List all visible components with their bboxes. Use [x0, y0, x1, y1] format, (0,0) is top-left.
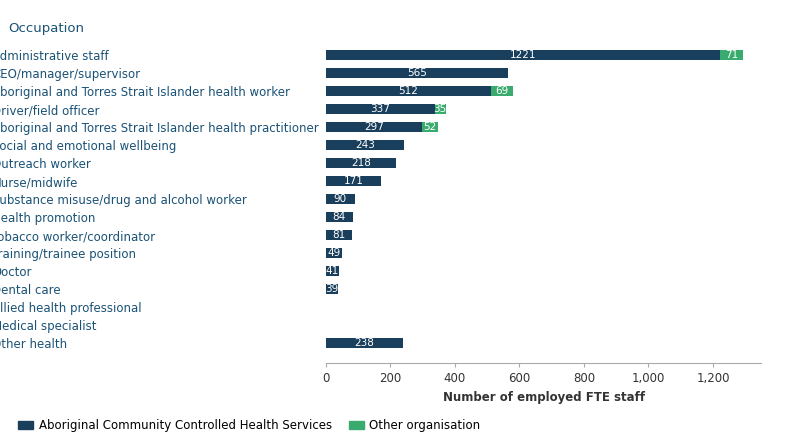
Text: 52: 52: [423, 122, 436, 132]
Text: 218: 218: [351, 158, 371, 168]
Bar: [326, 140, 404, 150]
X-axis label: Number of employed FTE staff: Number of employed FTE staff: [443, 391, 644, 404]
Text: 35: 35: [433, 104, 447, 114]
Bar: [326, 338, 403, 348]
Text: 90: 90: [334, 194, 347, 204]
Bar: [326, 230, 352, 240]
Bar: [326, 176, 381, 187]
Bar: [326, 86, 491, 96]
Bar: [435, 105, 446, 114]
Text: 565: 565: [407, 68, 427, 78]
Bar: [326, 105, 435, 114]
Text: 238: 238: [354, 338, 374, 348]
Text: 41: 41: [326, 266, 339, 276]
Text: 2: 2: [323, 303, 330, 312]
Text: 49: 49: [327, 249, 341, 258]
Bar: [326, 284, 338, 294]
Bar: [326, 159, 396, 168]
Legend: Aboriginal Community Controlled Health Services, Other organisation: Aboriginal Community Controlled Health S…: [14, 415, 485, 437]
Text: 171: 171: [343, 176, 363, 187]
Bar: [326, 68, 508, 78]
Bar: [422, 122, 438, 132]
Text: 1221: 1221: [509, 51, 536, 60]
Text: 243: 243: [355, 140, 375, 150]
Text: 69: 69: [495, 86, 509, 96]
Text: 297: 297: [363, 122, 384, 132]
Text: 512: 512: [399, 86, 418, 96]
Bar: [720, 51, 743, 60]
Text: 84: 84: [333, 212, 346, 222]
Bar: [491, 86, 513, 96]
Bar: [326, 122, 422, 132]
Bar: [326, 212, 353, 222]
Text: 71: 71: [725, 51, 738, 60]
Text: 337: 337: [371, 104, 390, 114]
Text: 39: 39: [326, 284, 338, 295]
Bar: [326, 249, 341, 258]
Text: Occupation: Occupation: [8, 22, 84, 35]
Bar: [326, 266, 339, 276]
Bar: [326, 51, 720, 60]
Text: 81: 81: [332, 230, 345, 241]
Bar: [326, 194, 355, 204]
